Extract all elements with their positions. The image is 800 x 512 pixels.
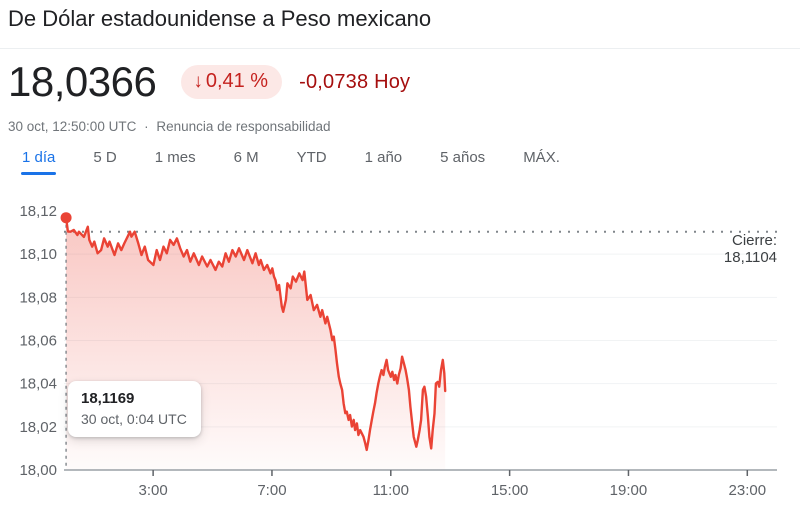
tooltip-value: 18,1169 [81, 390, 135, 407]
tab-1-d-a[interactable]: 1 día [20, 149, 57, 175]
header-divider [0, 48, 800, 49]
previous-close-label: Cierre: 18,1104 [724, 232, 777, 266]
disclaimer-link[interactable]: Renuncia de responsabilidad [156, 119, 331, 134]
y-tick-label: 18,10 [19, 246, 57, 263]
tab-5-a-os[interactable]: 5 años [440, 149, 486, 166]
y-tick-label: 18,02 [19, 419, 57, 436]
price-line [64, 216, 447, 452]
quote-row: 18,0366 ↓ 0,41 % -0,0738 Hoy [8, 59, 410, 105]
y-tick-label: 18,08 [19, 289, 57, 306]
tab-6-m[interactable]: 6 M [233, 149, 259, 166]
current-price: 18,0366 [8, 58, 157, 105]
x-tick-label: 11:00 [373, 482, 409, 499]
x-tick-label: 3:00 [139, 482, 168, 499]
change-percent-value: 0,41 % [205, 70, 269, 92]
tab-1-a-o[interactable]: 1 año [364, 149, 403, 166]
tab-m-x[interactable]: MÁX. [523, 149, 560, 166]
start-point-dot [60, 212, 72, 224]
quote-timestamp: 30 oct, 12:50:00 UTC [8, 119, 137, 134]
meta-separator: · [144, 119, 149, 134]
page-title: De Dólar estadounidense a Peso mexicano [8, 6, 432, 31]
down-arrow-icon: ↓ [193, 70, 203, 92]
tab-1-mes[interactable]: 1 mes [154, 149, 196, 166]
y-tick-label: 18,04 [19, 376, 57, 393]
chart-canvas[interactable]: 3:00 7:00 11:00 15:00 19:00 23:00 18,12 18,10 18… [0, 185, 800, 512]
x-tick-label: 7:00 [257, 482, 286, 499]
previous-close-value: 18,1104 [723, 249, 777, 266]
previous-close-title: Cierre: [731, 232, 777, 249]
tooltip-time: 30 oct, 0:04 UTC [81, 411, 187, 427]
x-tick-label: 23:00 [729, 482, 767, 499]
quote-meta: 30 oct, 12:50:00 UTC · Renuncia de respo… [8, 119, 330, 134]
y-tick-label: 18,06 [19, 333, 57, 350]
tab-5-d[interactable]: 5 D [93, 149, 117, 166]
x-tick-label: 19:00 [610, 482, 648, 499]
change-absolute: -0,0738 Hoy [299, 70, 411, 93]
range-tabs: 1 día 5 D 1 mes 6 M YTD 1 año 5 años MÁX. [20, 149, 560, 175]
y-tick-label: 18,12 [19, 203, 57, 220]
change-percent-badge: ↓ 0,41 % [181, 65, 283, 99]
y-tick-label: 18,00 [19, 462, 57, 479]
chart-tooltip: 18,1169 30 oct, 0:04 UTC [68, 381, 201, 437]
x-tick-label: 15:00 [491, 482, 529, 499]
price-chart[interactable]: 3:00 7:00 11:00 15:00 19:00 23:00 18,12 18,10 18… [0, 185, 800, 512]
tab-ytd[interactable]: YTD [296, 149, 327, 166]
